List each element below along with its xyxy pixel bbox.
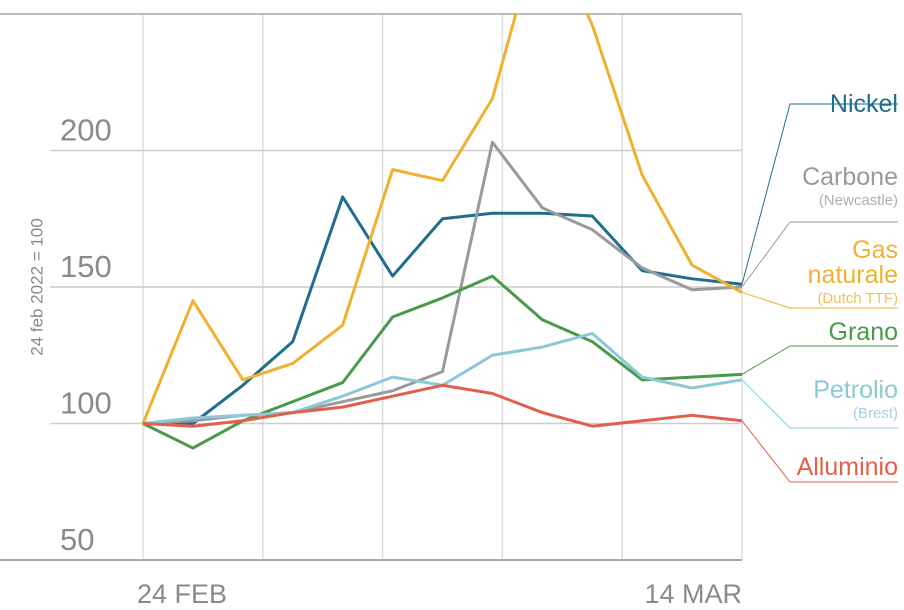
- y-tick-label: 100: [60, 386, 112, 421]
- series-line: [141, 14, 743, 425]
- series-note: (Brest): [853, 405, 898, 422]
- leader-line: [741, 379, 898, 429]
- legend-label: Petrolio (Brest): [758, 378, 898, 425]
- series-name: Carbone: [802, 163, 898, 191]
- legend-label: Gas naturale (Dutch TTF): [798, 238, 898, 310]
- x-tick-label: 14 MAR: [644, 579, 742, 609]
- leader-line: [741, 103, 898, 285]
- legend-label: Carbone (Newcastle): [758, 165, 898, 212]
- leader-line: [741, 345, 898, 375]
- series-line: [142, 140, 743, 425]
- series-line: [143, 195, 743, 425]
- series-note: (Dutch TTF): [817, 290, 898, 307]
- leader-line: [741, 291, 898, 309]
- x-tick-label: 24 FEB: [137, 579, 227, 609]
- series-line: [142, 331, 743, 425]
- series-name: Nickel: [829, 90, 898, 118]
- y-tick-label: 200: [60, 113, 112, 148]
- y-axis-label: 24 feb 2022 = 100: [27, 218, 46, 356]
- legend-label: Grano: [758, 320, 898, 345]
- series-note: (Newcastle): [818, 192, 898, 209]
- series-name: Petrolio: [813, 376, 898, 404]
- series-name: Grano: [828, 318, 898, 346]
- series-name: Gas naturale: [807, 236, 898, 289]
- series-line: [142, 383, 743, 428]
- lines: [141, 14, 743, 450]
- y-tick-label: 50: [60, 522, 94, 557]
- y-tick-label: 150: [60, 249, 112, 284]
- series-name: Alluminio: [796, 453, 898, 481]
- legend-label: Nickel: [758, 92, 898, 117]
- leader-line: [741, 420, 898, 483]
- leader-line: [741, 221, 898, 288]
- legend-label: Alluminio: [758, 455, 898, 480]
